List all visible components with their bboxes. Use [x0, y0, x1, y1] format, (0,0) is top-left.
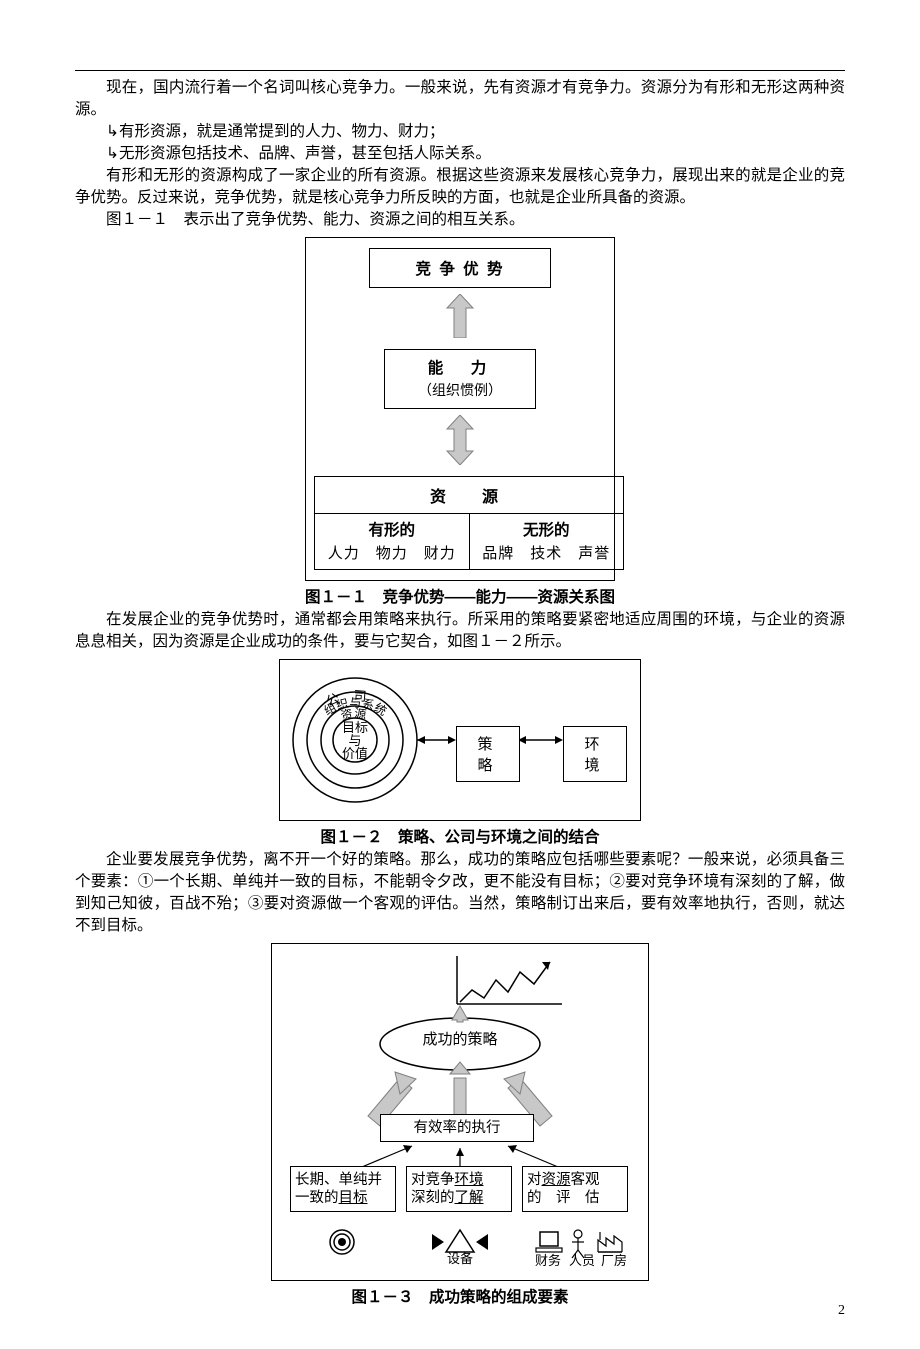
fig1-left-items: 人力 物力 财力: [315, 542, 469, 563]
fig3-icon-finance-label: 财务: [530, 1250, 566, 1269]
fig1-right-cell: 无形的 品牌 技术 声誉: [469, 514, 625, 570]
paragraph-1: 现在，国内流行着一个名词叫核心竞争力。一般来说，先有资源才有竞争力。资源分为有形…: [75, 77, 845, 121]
fig1-left-hdr: 有形的: [315, 518, 469, 540]
page-number: 2: [838, 1303, 845, 1319]
fig3-icon-device-label: 设备: [440, 1248, 480, 1267]
fig1-bottom: 资 源 有形的 人力 物力 财力 无形的 品牌 技术 声誉: [314, 476, 624, 570]
fig1-mid-line1: 能 力: [385, 356, 535, 378]
top-rule: [75, 70, 845, 71]
fig1-right-items: 品牌 技术 声誉: [470, 542, 624, 563]
paragraph-5: 企业要发展竞争优势，离不开一个好的策略。那么，成功的策略应包括哪些要素呢？一般来…: [75, 849, 845, 937]
fig3-icon-factory-label: 厂房: [596, 1250, 632, 1269]
bullet-2: ↳无形资源包括技术、品牌、声誉，甚至包括人际关系。: [75, 143, 845, 165]
paragraph-3: 图１－１ 表示出了竞争优势、能力、资源之间的相互关系。: [75, 209, 845, 231]
fig3-box-1: 长期、单纯并 一致的目标: [290, 1166, 396, 1212]
bullet-1: ↳有形资源，就是通常提到的人力、物力、财力；: [75, 121, 845, 143]
fig3-mid-box: 有效率的执行: [380, 1114, 534, 1142]
fig1-top-box: 竞 争 优 势: [369, 248, 551, 288]
fig1-caption: 图１－１ 竞争优势——能力——资源关系图: [75, 585, 845, 607]
fig2-caption: 图１－２ 策略、公司与环境之间的结合: [75, 825, 845, 847]
fig3-box-3: 对资源客观 的 评 估: [522, 1166, 628, 1212]
fig1-mid-box: 能 力 （组织惯例）: [384, 349, 536, 409]
fig3-ellipse-label: 成功的策略: [410, 1028, 510, 1049]
paragraph-2: 有形和无形的资源构成了一家企业的所有资源。根据这些资源来发展核心竞争力，展现出来…: [75, 165, 845, 209]
figure-1-3: 成功的策略 有效率的执行 长期、单纯并 一致的目标 对竞争环境 深刻的了解 对资…: [271, 943, 649, 1281]
fig1-bottom-title: 资 源: [314, 476, 624, 514]
fig3-caption: 图１－３ 成功策略的组成要素: [75, 1285, 845, 1307]
figure-1-2: 公 司 组织与系统 资源 目标 与 价值 策 略 环 境: [279, 659, 641, 821]
svg-text:价值: 价值: [342, 746, 368, 761]
fig3-icon-person-label: 人员: [564, 1250, 600, 1269]
paragraph-4: 在发展企业的竞争优势时，通常都会用策略来执行。所采用的策略要紧密地适应周围的环境…: [75, 609, 845, 653]
fig1-arrow-up-1: [439, 294, 481, 343]
fig1-mid-line2: （组织惯例）: [385, 380, 535, 400]
fig3-box-2: 对竞争环境 深刻的了解: [406, 1166, 512, 1212]
fig1-arrow-double: [439, 415, 481, 470]
fig1-left-cell: 有形的 人力 物力 财力: [314, 514, 469, 570]
fig2-strategy-box: 策 略: [456, 726, 520, 782]
figure-1-1: 竞 争 优 势 能 力 （组织惯例） 资 源 有形的: [305, 237, 615, 581]
fig1-right-hdr: 无形的: [470, 518, 624, 540]
fig2-env-box: 环 境: [563, 726, 627, 782]
